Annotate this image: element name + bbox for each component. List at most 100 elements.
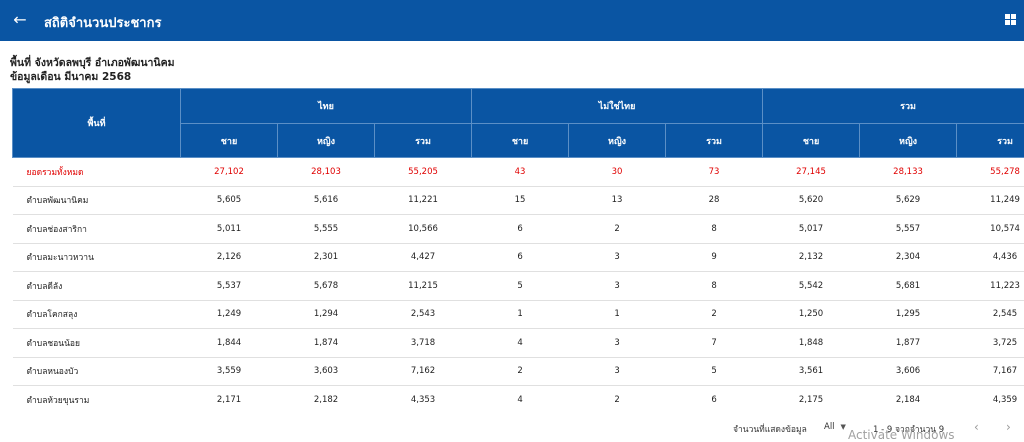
area-name-cell: ตำบลช่องสาริกา bbox=[12, 214, 181, 244]
value-cell: 10,574 bbox=[956, 214, 1024, 244]
area-name-cell: ยอดรวมทั้งหมด bbox=[12, 157, 181, 187]
table-row: ตำบลหนองบัว 3,559 3,603 7,162 2 3 5 3,561 3,606 7… bbox=[12, 357, 1024, 386]
value-cell: 10,566 bbox=[374, 214, 472, 244]
value-cell: 2 bbox=[568, 214, 666, 244]
value-cell: 9 bbox=[665, 243, 763, 272]
value-cell: 2,171 bbox=[180, 385, 278, 410]
value-cell: 3,561 bbox=[762, 357, 860, 386]
population-table: พื้นที่ ไทย ไม่ใช่ไทย รวม ชาย หญิง รวม ช… bbox=[12, 88, 1024, 410]
value-cell: 3 bbox=[568, 271, 666, 301]
value-cell: 13 bbox=[568, 186, 666, 215]
group-header-thai: ไทย bbox=[179, 88, 473, 124]
table-row: ตำบลโคกสลุง 1,249 1,294 2,543 1 1 2 1,250 1,295 2… bbox=[12, 300, 1024, 329]
column-header-sum: รวม bbox=[373, 123, 473, 158]
value-cell: 2 bbox=[471, 357, 569, 386]
grid-icon[interactable] bbox=[1005, 14, 1016, 25]
value-cell: 1 bbox=[568, 300, 666, 329]
value-cell: 5,681 bbox=[859, 271, 957, 301]
value-cell: 3,603 bbox=[277, 357, 375, 386]
value-cell: 1,877 bbox=[859, 328, 957, 358]
value-cell: 2,545 bbox=[956, 300, 1024, 329]
value-cell: 5 bbox=[471, 271, 569, 301]
table-row: ตำบลดีลัง 5,537 5,678 11,215 5 3 8 5,542 5,681 11… bbox=[12, 271, 1024, 301]
value-cell: 8 bbox=[665, 214, 763, 244]
value-cell: 5,555 bbox=[277, 214, 375, 244]
value-cell: 3,559 bbox=[180, 357, 278, 386]
table-row: ตำบลพัฒนานิคม 5,605 5,616 11,221 15 13 28 5,620… bbox=[12, 186, 1024, 215]
column-header-male: ชาย bbox=[180, 123, 278, 158]
table-row: ตำบลมะนาวหวาน 2,126 2,301 4,427 6 3 9 2,132 2,30… bbox=[12, 243, 1024, 272]
activation-watermark: Activate Windows bbox=[848, 428, 955, 442]
area-name-cell: ตำบลหนองบัว bbox=[12, 357, 181, 386]
column-header-female: หญิง bbox=[568, 123, 667, 158]
value-cell: 1,295 bbox=[859, 300, 957, 329]
value-cell: 2 bbox=[665, 300, 763, 329]
value-cell: 6 bbox=[471, 243, 569, 272]
value-cell: 2,184 bbox=[859, 385, 957, 410]
column-header-male: ชาย bbox=[762, 123, 861, 158]
value-cell: 11,223 bbox=[956, 271, 1024, 301]
value-cell: 5,678 bbox=[277, 271, 375, 301]
value-cell: 3,718 bbox=[374, 328, 472, 358]
value-cell: 7,162 bbox=[374, 357, 472, 386]
rows-per-page-value: All bbox=[824, 422, 835, 432]
column-header-sum: รวม bbox=[665, 123, 764, 158]
value-cell: 3 bbox=[568, 328, 666, 358]
period-label: ข้อมูลเดือน มีนาคม 2568 bbox=[10, 71, 132, 83]
value-cell: 11,249 bbox=[956, 186, 1024, 215]
column-header-female: หญิง bbox=[859, 123, 958, 158]
group-header-total: รวม bbox=[762, 88, 1024, 124]
value-cell: 55,205 bbox=[374, 157, 472, 187]
value-cell: 6 bbox=[471, 214, 569, 244]
value-cell: 5,629 bbox=[859, 186, 957, 215]
column-header-male: ชาย bbox=[471, 123, 570, 158]
value-cell: 5,542 bbox=[762, 271, 860, 301]
area-name-cell: ตำบลดีลัง bbox=[12, 271, 181, 301]
value-cell: 3 bbox=[568, 243, 666, 272]
value-cell: 55,278 bbox=[956, 157, 1024, 187]
value-cell: 5,616 bbox=[277, 186, 375, 215]
value-cell: 30 bbox=[568, 157, 666, 187]
value-cell: 3,725 bbox=[956, 328, 1024, 358]
app-bar: ← สถิติจำนวนประชากร bbox=[0, 0, 1024, 41]
value-cell: 6 bbox=[665, 385, 763, 410]
value-cell: 1,844 bbox=[180, 328, 278, 358]
value-cell: 2,543 bbox=[374, 300, 472, 329]
report-subtitle: พื้นที่ จังหวัดลพบุรี อำเภอพัฒนานิคม ข้อ… bbox=[10, 56, 175, 84]
chevron-right-icon[interactable]: › bbox=[1006, 420, 1011, 434]
chevron-left-icon[interactable]: ‹ bbox=[974, 420, 979, 434]
value-cell: 1 bbox=[471, 300, 569, 329]
value-cell: 4,359 bbox=[956, 385, 1024, 410]
area-name-cell: ตำบลโคกสลุง bbox=[12, 300, 181, 329]
area-name-cell: ตำบลห้วยขุนราม bbox=[12, 385, 181, 410]
value-cell: 43 bbox=[471, 157, 569, 187]
value-cell: 4 bbox=[471, 385, 569, 410]
value-cell: 28,103 bbox=[277, 157, 375, 187]
rows-per-page-select[interactable]: All ▼ bbox=[824, 422, 846, 432]
value-cell: 1,249 bbox=[180, 300, 278, 329]
value-cell: 5 bbox=[665, 357, 763, 386]
area-name-cell: ตำบลพัฒนานิคม bbox=[12, 186, 181, 215]
value-cell: 2,304 bbox=[859, 243, 957, 272]
value-cell: 2,126 bbox=[180, 243, 278, 272]
value-cell: 2,301 bbox=[277, 243, 375, 272]
value-cell: 27,145 bbox=[762, 157, 860, 187]
rows-per-page-label: จำนวนที่แสดงข้อมูล bbox=[733, 425, 807, 435]
area-name-cell: ตำบลชอนน้อย bbox=[12, 328, 181, 358]
value-cell: 3 bbox=[568, 357, 666, 386]
value-cell: 1,294 bbox=[277, 300, 375, 329]
value-cell: 5,605 bbox=[180, 186, 278, 215]
value-cell: 11,221 bbox=[374, 186, 472, 215]
value-cell: 2,175 bbox=[762, 385, 860, 410]
column-header-area: พื้นที่ bbox=[12, 88, 181, 158]
value-cell: 5,557 bbox=[859, 214, 957, 244]
value-cell: 4,427 bbox=[374, 243, 472, 272]
table-row: ตำบลชอนน้อย 1,844 1,874 3,718 4 3 7 1,848 1,877 3… bbox=[12, 328, 1024, 358]
arrow-left-icon[interactable]: ← bbox=[13, 10, 27, 29]
area-name-cell: ตำบลมะนาวหวาน bbox=[12, 243, 181, 272]
value-cell: 5,011 bbox=[180, 214, 278, 244]
column-header-sum: รวม bbox=[956, 123, 1024, 158]
value-cell: 2,132 bbox=[762, 243, 860, 272]
value-cell: 28 bbox=[665, 186, 763, 215]
value-cell: 5,017 bbox=[762, 214, 860, 244]
